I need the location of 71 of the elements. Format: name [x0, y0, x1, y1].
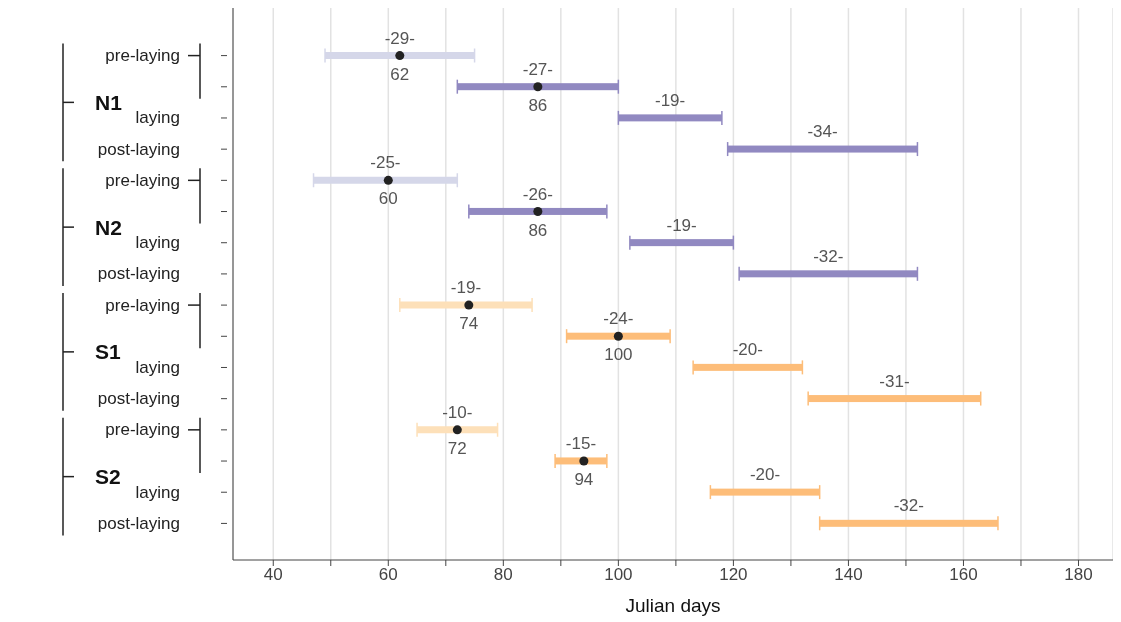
- annotation: -19-: [666, 215, 697, 235]
- text: S1: [95, 340, 122, 364]
- x-tick-label: 40: [263, 565, 283, 585]
- point: [464, 300, 474, 310]
- y-tick-label: laying: [135, 482, 180, 502]
- annotation: -29-: [384, 28, 415, 48]
- text: S2: [95, 465, 121, 489]
- x-tick-label: 180: [1064, 565, 1093, 585]
- data-label: 100: [604, 345, 633, 365]
- bar: [618, 114, 722, 122]
- bar: [808, 395, 981, 403]
- bar: [566, 332, 671, 340]
- y-tick-label: laying: [135, 233, 180, 253]
- annotation: -10-: [442, 402, 473, 422]
- annotation: -34-: [807, 122, 838, 142]
- annotation: -19-: [655, 90, 686, 110]
- point: [613, 331, 623, 341]
- y-tick-label: pre-laying: [105, 420, 180, 440]
- x-tick-label: 80: [493, 565, 513, 585]
- annotation: -32-: [893, 496, 924, 516]
- y-tick-label: post-laying: [97, 513, 180, 533]
- bar: [325, 52, 475, 59]
- bar: [399, 301, 533, 309]
- y-tick-label: pre-laying: [105, 170, 180, 190]
- point: [533, 207, 543, 217]
- x-tick-label: 160: [949, 565, 978, 585]
- data-label: 62: [390, 64, 410, 84]
- x-tick-label: 60: [378, 565, 398, 585]
- data-label: 60: [378, 189, 398, 209]
- annotation: -32-: [813, 246, 844, 266]
- bar: [819, 519, 998, 527]
- bar: [710, 488, 820, 496]
- y-tick-label: pre-laying: [105, 295, 180, 315]
- annotation: -26-: [522, 184, 553, 204]
- bar: [313, 176, 458, 184]
- bar: [457, 83, 619, 91]
- data-label: 72: [447, 438, 467, 458]
- point: [452, 425, 462, 435]
- bar: [727, 145, 918, 153]
- y-tick-label: laying: [135, 108, 180, 128]
- point: [533, 82, 543, 92]
- data-label: 86: [528, 95, 548, 115]
- x-axis-title: Julian days: [625, 595, 721, 616]
- bar: [468, 207, 607, 215]
- y-tick-label: post-laying: [97, 264, 180, 284]
- y-tick-label: post-laying: [97, 389, 180, 409]
- x-tick-label: 120: [719, 565, 748, 585]
- annotation: -20-: [749, 465, 781, 485]
- text: N2: [95, 215, 122, 239]
- annotation: -25-: [370, 153, 401, 173]
- point: [395, 51, 405, 61]
- y-tick-label: post-laying: [97, 139, 180, 159]
- y-tick-label: laying: [135, 357, 180, 377]
- bar: [693, 363, 803, 371]
- bar: [629, 239, 734, 247]
- x-tick-label: 140: [834, 565, 863, 585]
- x-tick-label: 100: [604, 565, 633, 585]
- text: N1: [95, 90, 123, 114]
- annotation: -19-: [450, 278, 482, 298]
- annotation: -15-: [565, 434, 597, 454]
- data-label: 94: [574, 470, 594, 490]
- data-label: 86: [528, 220, 548, 240]
- annotation: -27-: [522, 59, 553, 79]
- bar: [739, 270, 918, 278]
- annotation: -31-: [879, 371, 910, 391]
- data-label: 74: [459, 314, 479, 334]
- point: [383, 175, 393, 185]
- point: [579, 456, 589, 466]
- annotation: -24-: [603, 309, 634, 329]
- y-tick-label: pre-laying: [105, 46, 180, 66]
- annotation: -20-: [732, 340, 763, 360]
